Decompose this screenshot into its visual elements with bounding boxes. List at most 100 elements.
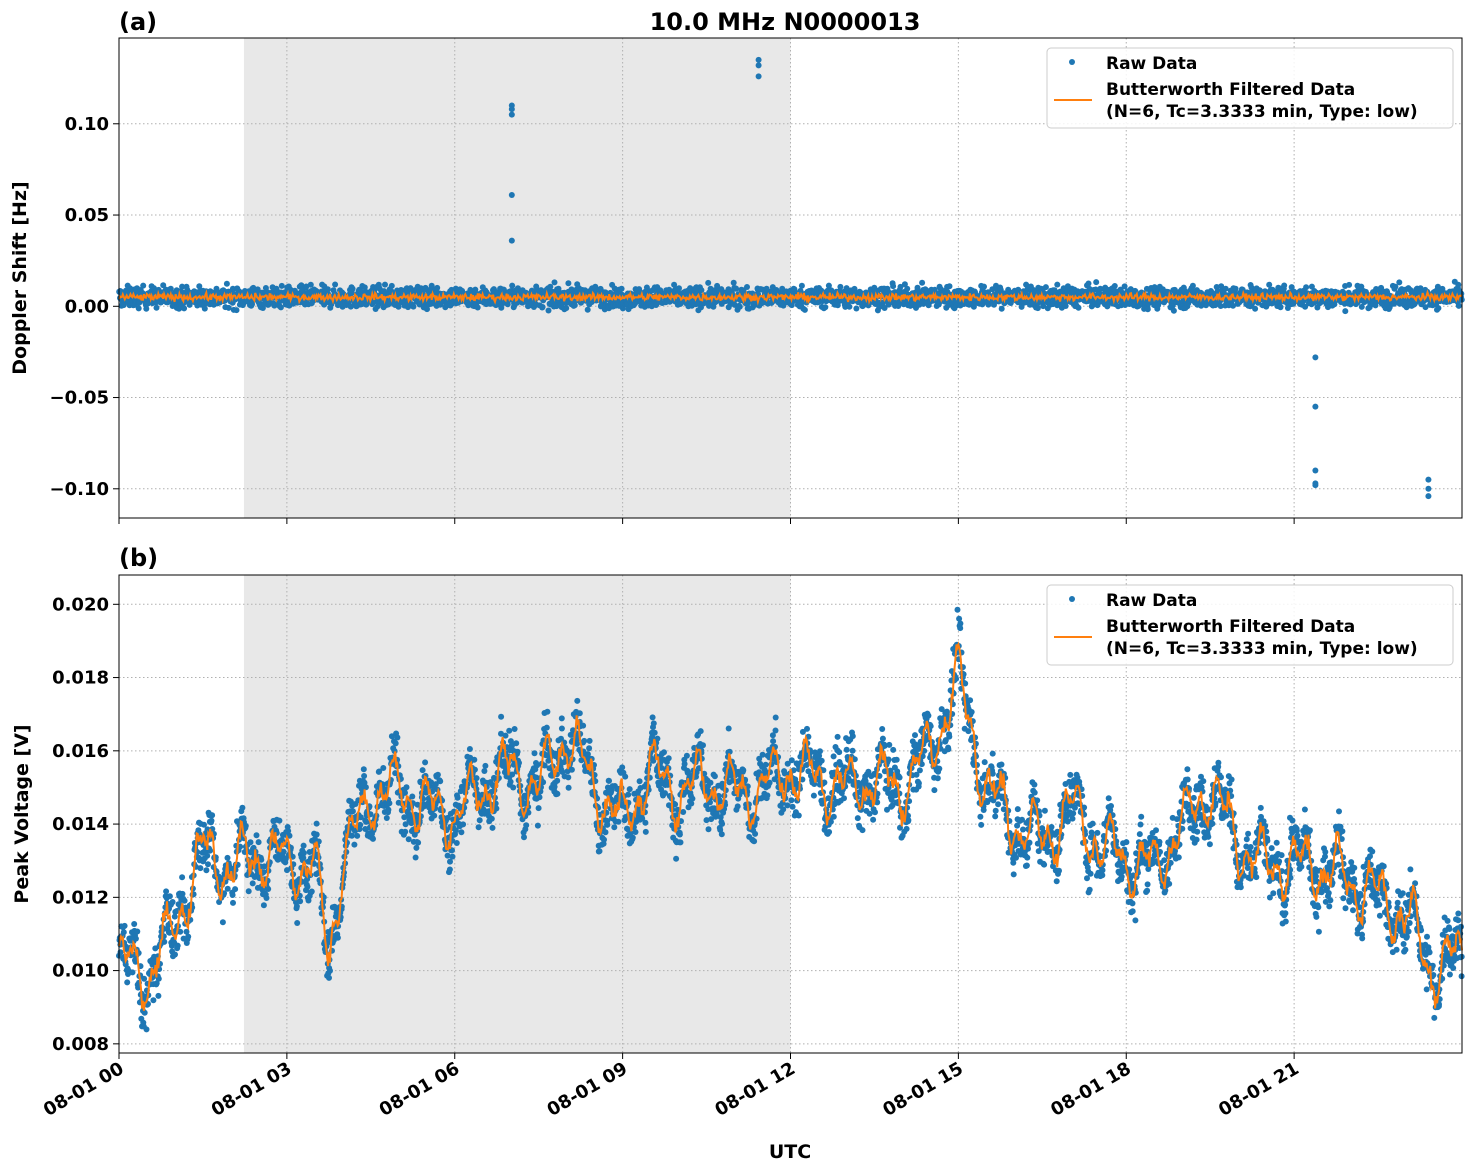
raw-data-point [601, 836, 607, 843]
raw-data-point [586, 737, 593, 744]
raw-data-point [511, 726, 518, 732]
raw-data-point [466, 746, 473, 752]
raw-data-point [460, 821, 467, 828]
raw-data-point [458, 829, 465, 836]
raw-data-point [307, 281, 314, 288]
raw-data-point [547, 283, 554, 290]
raw-data-point [431, 812, 438, 819]
raw-data-point [370, 835, 376, 842]
raw-data-point [166, 893, 173, 900]
raw-data-point [1396, 279, 1403, 286]
raw-data-outlier [755, 56, 762, 63]
raw-data-point [596, 848, 603, 855]
raw-data-point [265, 886, 272, 892]
raw-data-point [471, 756, 478, 763]
raw-data-point [1144, 306, 1151, 313]
raw-data-point [413, 844, 420, 851]
raw-data-point [395, 303, 402, 310]
raw-data-point [386, 800, 393, 807]
raw-data-point [1093, 279, 1100, 286]
y-tick-label: 0.00 [65, 296, 109, 317]
raw-data-point [294, 920, 301, 926]
raw-data-point [1075, 304, 1082, 311]
y-tick-label: 0.008 [52, 1034, 109, 1055]
raw-data-outlier [508, 111, 515, 118]
raw-data-point [334, 934, 341, 941]
raw-data-point [798, 282, 805, 289]
raw-data-point [584, 306, 591, 313]
raw-data-point [1111, 283, 1118, 289]
y-tick-label: 0.05 [65, 205, 109, 226]
legend-raw-marker [1069, 59, 1075, 65]
raw-data-point [476, 817, 483, 824]
raw-data-point [565, 280, 572, 287]
raw-data-point [382, 281, 388, 288]
raw-data-point [124, 979, 131, 986]
raw-data-point [249, 880, 256, 887]
raw-data-point [551, 279, 558, 286]
raw-data-outlier [1425, 485, 1432, 492]
raw-data-point [602, 829, 609, 836]
raw-data-point [326, 974, 332, 981]
raw-data-point [129, 969, 136, 976]
raw-data-point [586, 745, 593, 752]
raw-data-point [554, 790, 561, 797]
raw-data-point [172, 951, 178, 958]
raw-data-point [354, 832, 361, 839]
panel-b-label: (b) [119, 544, 158, 572]
raw-data-point [394, 734, 401, 741]
raw-data-outlier [1312, 354, 1319, 361]
raw-data-point [475, 824, 482, 831]
raw-data-point [554, 777, 561, 784]
raw-data-point [822, 304, 829, 311]
raw-data-point [489, 824, 496, 831]
legend-filtered-params: (N=6, Tc=3.3333 min, Type: low) [1106, 102, 1418, 122]
raw-data-point [186, 301, 193, 308]
raw-data-point [185, 933, 192, 940]
raw-data-point [181, 897, 188, 904]
raw-data-point [453, 840, 460, 846]
raw-data-point [415, 839, 422, 846]
raw-data-point [253, 832, 260, 839]
raw-data-point [204, 852, 211, 859]
raw-data-point [837, 283, 844, 290]
raw-data-point [801, 306, 808, 313]
raw-data-point [327, 967, 333, 974]
legend-raw-label: Raw Data [1106, 54, 1197, 74]
raw-data-point [409, 793, 416, 800]
raw-data-point [736, 303, 743, 310]
raw-data-point [1277, 304, 1284, 311]
raw-data-point [169, 899, 176, 905]
panel-a-label: (a) [119, 8, 157, 36]
night-shading [243, 38, 791, 518]
raw-data-point [132, 935, 139, 942]
raw-data-point [160, 282, 167, 289]
raw-data-point [255, 839, 262, 846]
raw-data-outlier [508, 237, 515, 244]
raw-data-point [498, 713, 505, 720]
raw-data-point [121, 922, 128, 929]
y-tick-label: 0.014 [52, 814, 109, 835]
raw-data-point [135, 305, 142, 312]
raw-data-point [919, 279, 926, 286]
raw-data-point [163, 888, 170, 895]
raw-data-point [1342, 308, 1349, 315]
y-tick-label: 0.010 [52, 961, 109, 982]
raw-data-point [232, 886, 239, 893]
raw-data-point [506, 727, 513, 734]
raw-data-point [1281, 282, 1288, 289]
raw-data-point [454, 794, 461, 801]
raw-data-point [179, 283, 186, 290]
raw-data-point [846, 303, 853, 310]
raw-data-point [263, 895, 270, 901]
raw-data-point [1085, 280, 1092, 287]
raw-data-point [324, 286, 331, 293]
raw-data-point [576, 710, 583, 717]
raw-data-point [403, 784, 410, 791]
raw-data-point [434, 284, 441, 291]
raw-data-point [449, 853, 456, 860]
chart-title: 10.0 MHz N0000013 [650, 8, 921, 36]
panel-a-ylabel: Doppler Shift [Hz] [9, 181, 31, 374]
